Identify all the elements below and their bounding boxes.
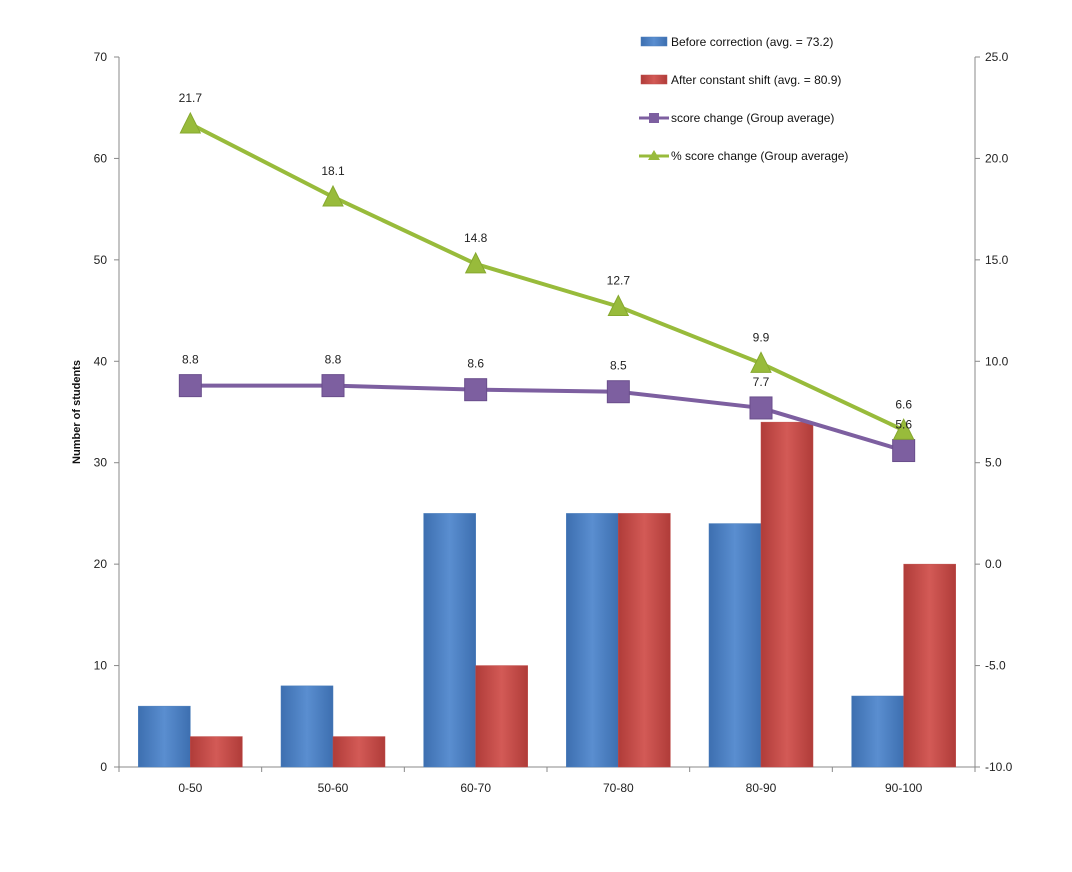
left-tick-label: 60	[94, 151, 108, 165]
legend-label: Before correction (avg. = 73.2)	[671, 35, 833, 49]
right-tick-label: 25.0	[985, 50, 1009, 64]
x-tick-label: 70-80	[603, 781, 634, 795]
score-change-marker	[464, 378, 488, 402]
bar-before	[566, 513, 619, 768]
bar-after	[190, 736, 243, 768]
pct-score-change-label: 18.1	[321, 164, 345, 178]
x-tick-label: 80-90	[746, 781, 777, 795]
right-tick-label: 10.0	[985, 354, 1009, 368]
bar-after	[475, 665, 528, 768]
pct-score-change-label: 21.7	[179, 91, 203, 105]
score-change-marker	[892, 439, 916, 463]
left-tick-label: 50	[94, 253, 108, 267]
data-labels: 8.8 8.8 8.6 8.5 7.7 5.6 21.7 18.1 14.8 12.7 9.9 6.6	[179, 91, 913, 432]
score-change-label: 8.5	[610, 359, 627, 373]
left-tick-label: 0	[100, 760, 107, 774]
y-axis-title: Number of students	[71, 360, 83, 464]
bar-before	[280, 685, 334, 768]
score-change-line	[190, 383, 905, 453]
bar-after	[332, 736, 386, 768]
score-change-marker	[606, 380, 630, 404]
legend-swatch	[640, 36, 668, 47]
right-tick-label: 0.0	[985, 557, 1002, 571]
score-change-label: 7.7	[753, 375, 770, 389]
score-change-label: 8.8	[182, 353, 199, 367]
bar-after	[618, 513, 671, 768]
right-tick-label: -10.0	[985, 760, 1013, 774]
score-change-label: 8.8	[325, 353, 342, 367]
bar-before	[708, 523, 762, 768]
bar-before	[423, 513, 476, 768]
legend-triangle-marker	[648, 150, 660, 160]
pct-score-change-label: 9.9	[753, 330, 770, 344]
left-tick-label: 30	[94, 456, 108, 470]
pct-score-change-line	[189, 122, 905, 433]
lines	[178, 111, 916, 463]
bar-before	[851, 695, 904, 768]
pct-score-change-marker	[892, 418, 915, 440]
right-tick-label: -5.0	[985, 659, 1006, 673]
legend-label: After constant shift (avg. = 80.9)	[671, 73, 841, 87]
x-tick-label: 60-70	[460, 781, 491, 795]
bar-after	[760, 421, 814, 768]
legend-square-marker	[649, 113, 659, 123]
score-change-marker	[321, 374, 345, 398]
right-tick-label: 15.0	[985, 253, 1009, 267]
right-tick-label: 20.0	[985, 151, 1009, 165]
legend-label: % score change (Group average)	[671, 149, 848, 163]
bar-before	[138, 705, 191, 768]
pct-score-change-label: 14.8	[464, 231, 488, 245]
pct-score-change-marker	[464, 251, 487, 274]
legend-swatch	[640, 74, 668, 85]
legend: Before correction (avg. = 73.2) After con…	[639, 35, 848, 163]
legend-label: score change (Group average)	[671, 111, 834, 125]
score-change-marker	[178, 374, 202, 398]
pct-score-change-marker	[179, 111, 202, 134]
bars	[138, 421, 956, 768]
pct-score-change-label: 6.6	[895, 397, 912, 411]
x-tick-label: 0-50	[178, 781, 202, 795]
left-tick-label: 40	[94, 354, 108, 368]
score-change-label: 5.6	[895, 418, 912, 432]
right-tick-label: 5.0	[985, 456, 1002, 470]
pct-score-change-marker	[322, 184, 344, 207]
x-tick-label: 90-100	[885, 781, 923, 795]
bar-after	[903, 563, 956, 768]
left-tick-label: 20	[94, 557, 108, 571]
pct-score-change-label: 12.7	[607, 274, 631, 288]
left-tick-label: 10	[94, 659, 108, 673]
left-tick-label: 70	[94, 50, 108, 64]
pct-score-change-marker	[607, 294, 630, 317]
axes: 0 10 20 30 40 50 60 70 -10.0 -5.0 0.0 5.0 10.0 15.0 20…	[71, 50, 1013, 795]
score-change-marker	[749, 396, 773, 420]
x-tick-label: 50-60	[318, 781, 349, 795]
pct-score-change-marker	[750, 351, 772, 373]
score-change-label: 8.6	[467, 357, 484, 371]
